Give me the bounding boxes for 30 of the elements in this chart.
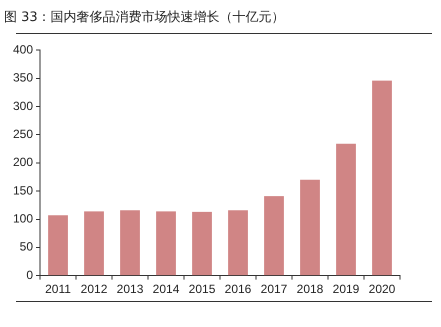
y-tick-label: 0 [26, 268, 34, 282]
y-tick-label: 300 [12, 98, 34, 113]
y-tick-label: 350 [12, 70, 34, 85]
y-tick-label: 150 [12, 183, 34, 198]
x-tick-label: 2020 [368, 282, 396, 296]
y-tick-label: 250 [12, 127, 34, 142]
x-tick-label: 2011 [45, 282, 72, 296]
x-tick-label: 2018 [296, 282, 324, 296]
y-tick-label: 200 [12, 155, 34, 170]
y-tick-label: 50 [20, 240, 34, 254]
x-tick-label: 2015 [188, 282, 216, 296]
y-tick-label: 400 [12, 42, 34, 57]
bar [336, 144, 356, 276]
bar [84, 211, 104, 276]
bar [300, 180, 320, 276]
x-tick-label: 2019 [332, 282, 360, 296]
bar [192, 212, 212, 276]
x-tick-label: 2016 [224, 282, 252, 296]
chart-title: 图 33：国内奢侈品消费市场快速增长（十亿元） [4, 9, 285, 26]
bar [120, 210, 140, 276]
bar [228, 210, 248, 276]
y-tick-label: 100 [12, 212, 34, 226]
x-tick-label: 2014 [152, 282, 180, 296]
x-tick-label: 2013 [116, 282, 144, 296]
x-tick-label: 2017 [260, 282, 288, 296]
bar [372, 80, 392, 276]
x-tick-label: 2012 [80, 282, 108, 296]
bar [264, 196, 284, 276]
bar [156, 211, 176, 276]
bar [48, 215, 68, 276]
